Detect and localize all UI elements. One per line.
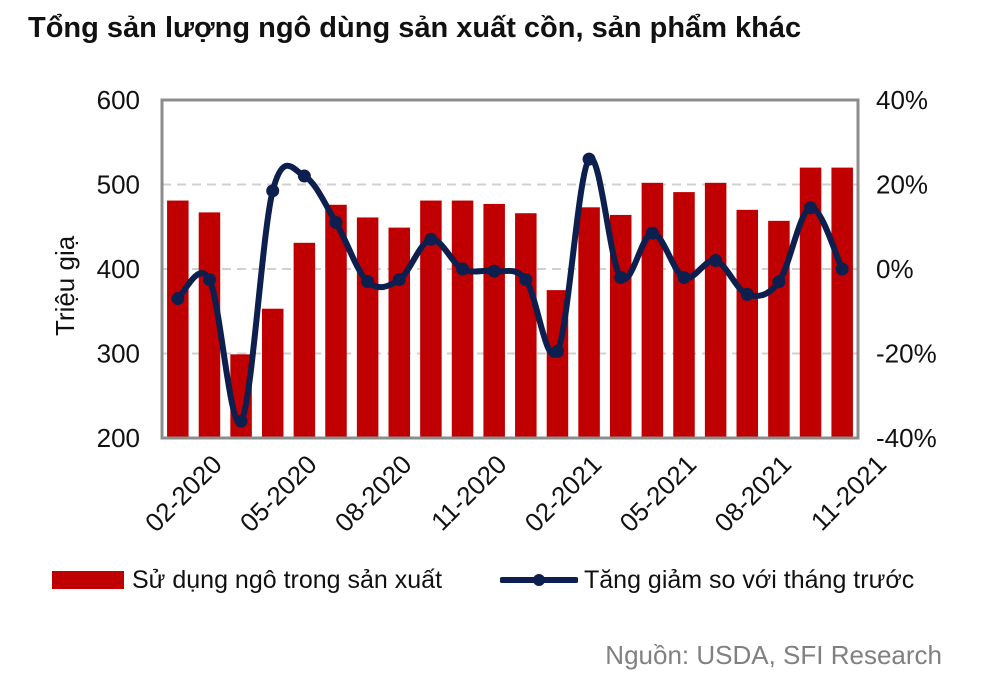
line-point [582, 152, 596, 166]
y2-tick-label: -20% [876, 339, 937, 369]
x-tick-label: 02-2020 [139, 449, 228, 538]
line-point [709, 254, 723, 268]
line-point [772, 275, 786, 289]
bar [641, 182, 664, 438]
line-point [171, 292, 185, 306]
bar [293, 242, 316, 438]
y2-tick-label: -40% [876, 423, 937, 453]
bar [356, 217, 379, 438]
bar [420, 200, 442, 438]
source-note: Nguồn: USDA, SFI Research [605, 640, 942, 670]
line-point [266, 184, 280, 198]
line-point [614, 270, 628, 284]
line-point [519, 273, 533, 287]
y-axis-right: -40% -20% 0% 20% 40% [876, 85, 937, 453]
x-tick-label: 05-2020 [234, 449, 323, 538]
line-point [645, 226, 659, 240]
bar [736, 209, 759, 438]
bar-series [167, 167, 853, 438]
legend-label-bar: Sử dụng ngô trong sản xuất [132, 565, 443, 594]
line-point [835, 262, 849, 276]
line-point [487, 264, 501, 278]
x-tick-label: 11-2021 [805, 449, 892, 536]
y2-tick-label: 0% [876, 254, 914, 284]
x-tick-label: 11-2020 [425, 449, 512, 536]
line-series [171, 152, 849, 428]
bar [325, 204, 347, 438]
y-axis-left: 200 300 400 500 600 [97, 85, 140, 453]
legend-item-bar: Sử dụng ngô trong sản xuất [52, 562, 442, 598]
line-point [297, 169, 311, 183]
bar [388, 227, 411, 438]
line-point [677, 270, 691, 284]
bar [673, 192, 695, 438]
line-point [456, 262, 470, 276]
bar [483, 203, 505, 438]
line-point [234, 414, 248, 428]
line-point [550, 344, 564, 358]
line-point [740, 287, 754, 301]
y-tick-label: 200 [97, 423, 140, 453]
y-axis-label: Triệu giạ [50, 235, 80, 336]
line-point [392, 273, 406, 287]
plot-frame [160, 98, 860, 440]
y-tick-label: 400 [97, 254, 140, 284]
line-point [361, 275, 375, 289]
y-tick-label: 300 [97, 339, 140, 369]
bar [704, 182, 727, 438]
x-tick-label: 08-2021 [708, 449, 797, 538]
legend-swatch-bar [52, 571, 124, 589]
bar [167, 200, 189, 438]
legend-swatch-line [500, 574, 578, 586]
line-point [804, 201, 818, 215]
bar [799, 167, 822, 438]
legend-label-line: Tăng giảm so với tháng trước [584, 565, 915, 594]
bar [451, 200, 474, 438]
y-tick-label: 500 [97, 170, 140, 200]
bar [768, 220, 790, 438]
bar [261, 308, 284, 438]
bar [831, 167, 853, 438]
bar [198, 212, 221, 438]
line-point [329, 216, 343, 230]
chart-title: Tổng sản lượng ngô dùng sản xuất cồn, sả… [28, 12, 802, 44]
y-tick-label: 600 [97, 85, 140, 115]
line-point [424, 232, 438, 246]
bar [515, 213, 537, 438]
x-tick-label: 08-2020 [329, 449, 418, 538]
x-tick-label: 05-2021 [614, 449, 703, 538]
bar [578, 207, 600, 438]
x-tick-label: 02-2021 [519, 449, 608, 538]
y2-tick-label: 20% [876, 170, 928, 200]
x-axis: 02-2020 05-2020 08-2020 11-2020 02-2021 05-20… [139, 449, 892, 538]
line-point [202, 273, 216, 287]
y2-tick-label: 40% [876, 85, 928, 115]
legend-item-line: Tăng giảm so với tháng trước [500, 562, 914, 598]
